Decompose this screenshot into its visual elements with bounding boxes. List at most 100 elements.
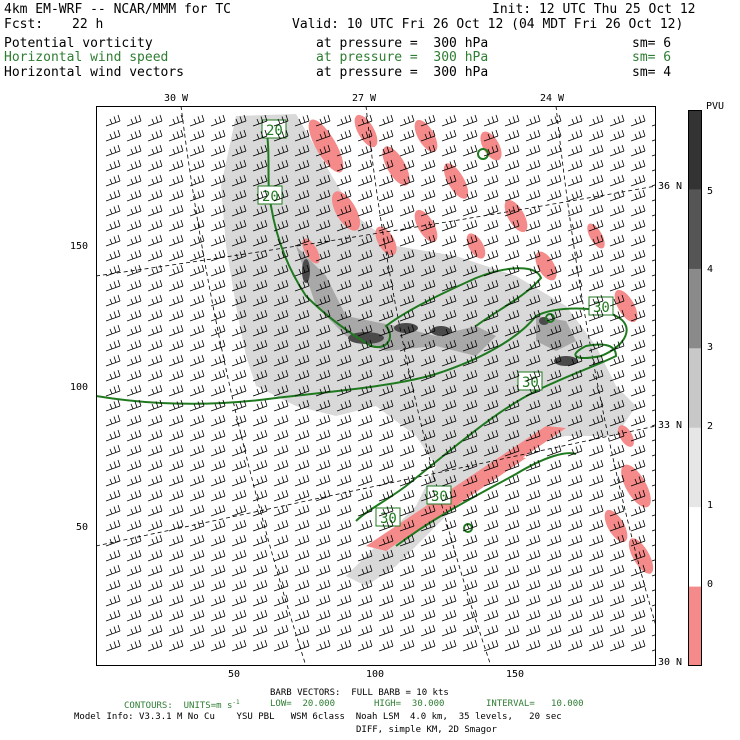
wind-barb [252,624,268,637]
wind-barb [147,639,163,652]
wind-barb [588,174,604,187]
wind-barb [399,579,415,592]
wind-barb [504,624,520,637]
wind-barb [483,489,499,502]
wind-barb [483,594,499,607]
wind-barb [147,504,163,517]
wind-barb [210,444,226,457]
wind-barb [231,534,247,547]
wind-barb [483,429,499,442]
wind-barb [504,249,520,262]
wind-barb [336,219,352,232]
wind-barb [504,204,520,217]
wind-barb [504,339,520,352]
wind-barb [378,504,394,517]
wind-barb [252,294,268,307]
wind-barb [231,339,247,352]
wind-barb [420,489,436,502]
latitude-label: 33 N [658,420,683,431]
wind-barb [168,534,184,547]
wind-barb [630,324,646,337]
wind-barb [231,414,247,427]
wind-barb [210,564,226,577]
wind-barb [483,534,499,547]
wind-barb [441,369,457,382]
wind-barb [588,384,604,397]
wind-barb [378,174,394,187]
wind-barb [525,309,541,322]
wind-barb [336,114,352,127]
wind-barb [168,144,184,157]
wind-barb [441,114,457,127]
wind-barb [189,549,205,562]
wind-barb [567,144,583,157]
svg-text:30: 30 [380,511,397,527]
wind-barb [273,114,289,127]
wind-barb [210,609,226,622]
wind-barb [630,354,646,367]
wind-barb [483,249,499,262]
wind-barb [525,294,541,307]
wind-barb [147,129,163,142]
wind-barb [231,294,247,307]
wind-barb [168,129,184,142]
wind-barb [399,369,415,382]
wind-barb [168,519,184,532]
wind-barb [294,534,310,547]
wind-barb [336,324,352,337]
pv-colorbar [688,110,702,666]
wind-barb [105,519,121,532]
wind-barb [483,279,499,292]
wind-barb [630,384,646,397]
wind-barb [630,189,646,202]
wind-barb [147,279,163,292]
wind-barb [483,294,499,307]
wind-barb [126,174,142,187]
wind-barb [525,249,541,262]
wind-barb [210,384,226,397]
svg-text:30: 30 [431,489,448,505]
wind-barb [189,444,205,457]
wind-barb [399,144,415,157]
wind-barb [357,534,373,547]
wind-barb [126,129,142,142]
wind-barb [357,249,373,262]
wind-barb [189,459,205,472]
wind-barb [147,354,163,367]
wind-barb [273,639,289,652]
wind-barb [588,594,604,607]
contour-label: 30 [588,296,614,316]
wind-barb [378,444,394,457]
wind-barb [273,414,289,427]
wind-barb [294,294,310,307]
wind-barb [105,204,121,217]
wind-barb [105,489,121,502]
wind-barb [294,309,310,322]
wind-barb [315,189,331,202]
wind-barb [546,369,562,382]
wind-barb [462,579,478,592]
wind-barb [294,579,310,592]
x-tick-label: 100 [366,669,385,680]
wind-barb [315,324,331,337]
wind-barb [588,564,604,577]
wind-barb [567,369,583,382]
wind-barb [189,504,205,517]
wind-barb [231,219,247,232]
wind-barb [609,324,625,337]
wind-barb [588,459,604,472]
wind-barb [168,339,184,352]
wind-barb [273,219,289,232]
wind-barb [546,444,562,457]
wind-barb [168,189,184,202]
wind-barb [504,369,520,382]
wind-barb [546,324,562,337]
wind-barb [483,324,499,337]
wind-barb [210,129,226,142]
wind-barb [588,639,604,652]
wind-barb [609,369,625,382]
wind-barb [609,639,625,652]
wind-barb [420,324,436,337]
wind-barb [273,504,289,517]
wind-barb [336,159,352,172]
